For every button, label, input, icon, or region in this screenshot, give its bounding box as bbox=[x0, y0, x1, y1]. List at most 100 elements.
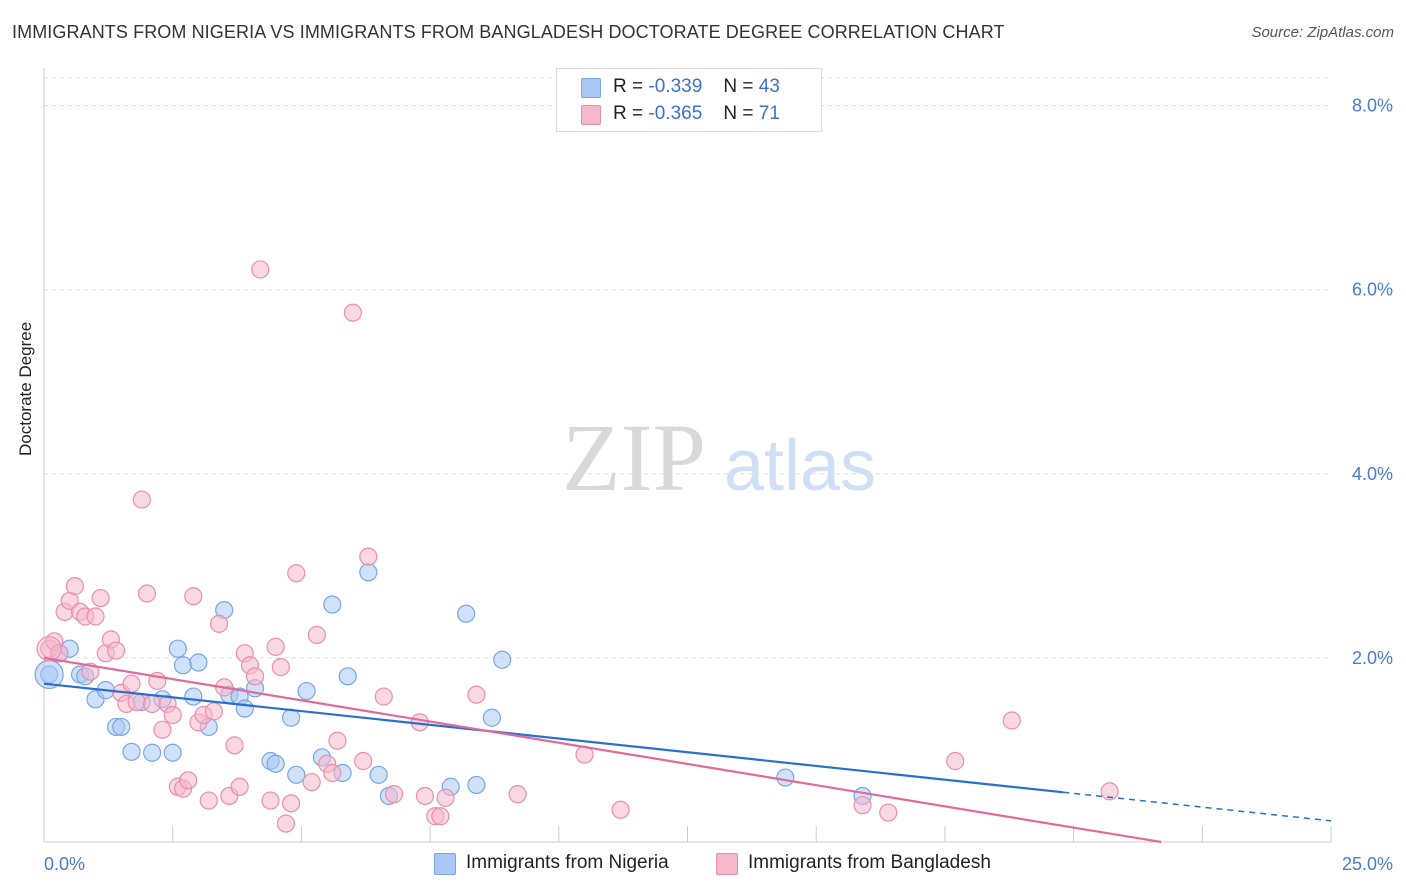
nigeria-trendline bbox=[43, 682, 1064, 794]
bangladesh-point bbox=[266, 637, 285, 656]
bangladesh-point bbox=[384, 785, 404, 804]
nigeria-point bbox=[282, 708, 301, 727]
nigeria-point bbox=[235, 699, 254, 718]
nigeria-n-value: 43 bbox=[758, 76, 780, 97]
bangladesh-point bbox=[1100, 782, 1119, 801]
bangladesh-point bbox=[853, 796, 872, 815]
bangladesh-point bbox=[328, 731, 347, 750]
nigeria-point bbox=[189, 653, 208, 672]
bangladesh-point bbox=[431, 807, 450, 826]
watermark-zip: ZIP bbox=[562, 404, 706, 511]
bangladesh-point bbox=[179, 771, 198, 790]
bangladesh-point bbox=[359, 547, 378, 566]
nigeria-point bbox=[457, 604, 476, 623]
bangladesh-point bbox=[106, 641, 126, 660]
bangladesh-point bbox=[307, 625, 326, 644]
nigeria-point bbox=[323, 595, 342, 614]
nigeria-point bbox=[143, 743, 162, 762]
bangladesh-point bbox=[287, 564, 306, 583]
bangladesh-point bbox=[153, 720, 172, 739]
nigeria-point bbox=[112, 717, 131, 737]
bottom-legend-bangladesh-label: Immigrants from Bangladesh bbox=[748, 852, 991, 873]
nigeria-r-value: -0.339 bbox=[648, 76, 703, 97]
bangladesh-swatch bbox=[716, 853, 738, 875]
bangladesh-r-value: -0.365 bbox=[648, 103, 703, 124]
y-axis-label: Doctorate Degree bbox=[16, 321, 35, 456]
bangladesh-point bbox=[132, 490, 151, 509]
legend-n-label: N = bbox=[723, 103, 754, 124]
bangladesh-point bbox=[122, 674, 141, 693]
x-tick-label: 0.0% bbox=[44, 854, 85, 874]
bangladesh-point bbox=[209, 614, 229, 633]
nigeria-point bbox=[359, 563, 378, 582]
bangladesh-point bbox=[508, 785, 527, 804]
legend-r-label: R = bbox=[613, 76, 644, 97]
points-layer bbox=[34, 260, 1119, 833]
bangladesh-point bbox=[374, 687, 393, 706]
nigeria-swatch bbox=[434, 853, 456, 875]
nigeria-point bbox=[297, 681, 316, 701]
bangladesh-point bbox=[251, 260, 270, 279]
bangladesh-point bbox=[81, 662, 100, 681]
bangladesh-point bbox=[261, 791, 280, 810]
bangladesh-point bbox=[143, 694, 162, 714]
bangladesh-point bbox=[879, 803, 898, 822]
watermark-atlas: atlas bbox=[724, 426, 876, 506]
grid-layer bbox=[44, 77, 1331, 659]
bangladesh-point bbox=[184, 587, 203, 606]
nigeria-point bbox=[482, 708, 501, 727]
legend-n-label: N = bbox=[723, 76, 754, 97]
bangladesh-point bbox=[282, 794, 301, 813]
nigeria-trendline-extension bbox=[1063, 791, 1332, 822]
nigeria-point bbox=[122, 742, 141, 761]
watermark: ZIP atlas bbox=[562, 404, 876, 511]
nigeria-point bbox=[184, 687, 203, 706]
bangladesh-trendline bbox=[43, 656, 1162, 844]
bangladesh-point bbox=[415, 786, 435, 806]
bangladesh-point bbox=[611, 800, 630, 819]
y-tick-label: 4.0% bbox=[1352, 464, 1393, 484]
nigeria-point bbox=[338, 667, 357, 686]
bangladesh-point bbox=[204, 702, 223, 721]
nigeria-point bbox=[287, 765, 306, 784]
bangladesh-point bbox=[225, 736, 244, 755]
bangladesh-point bbox=[946, 751, 965, 771]
chart-title: IMMIGRANTS FROM NIGERIA VS IMMIGRANTS FR… bbox=[12, 22, 1005, 42]
bangladesh-point bbox=[354, 751, 373, 771]
nigeria-point bbox=[266, 754, 285, 773]
nigeria-point bbox=[493, 650, 512, 669]
bangladesh-n-value: 71 bbox=[758, 103, 780, 124]
axis-layer bbox=[43, 68, 1332, 843]
nigeria-point bbox=[168, 639, 187, 658]
y-tick-label: 6.0% bbox=[1352, 280, 1393, 300]
bangladesh-point bbox=[36, 636, 62, 662]
x-tick-label: 25.0% bbox=[1342, 854, 1393, 874]
bangladesh-point bbox=[127, 692, 146, 712]
bangladesh-swatch bbox=[581, 105, 601, 125]
bangladesh-point bbox=[137, 584, 157, 603]
nigeria-swatch bbox=[581, 78, 601, 98]
bangladesh-point bbox=[467, 685, 486, 704]
nigeria-point bbox=[369, 765, 388, 784]
correlation-legend: R = -0.339 N = 43 R = -0.365 N = 71 bbox=[556, 68, 822, 132]
legend-r-label: R = bbox=[613, 103, 644, 124]
y-tick-label: 8.0% bbox=[1352, 96, 1393, 116]
nigeria-point bbox=[467, 775, 486, 795]
tick-label-layer: 2.0% 4.0% 6.0% 8.0% 0.0% 25.0% bbox=[44, 96, 1393, 874]
trend-layer bbox=[43, 656, 1332, 844]
bangladesh-point bbox=[323, 763, 342, 783]
bangladesh-point bbox=[436, 788, 455, 807]
legend-bangladesh-text: R = -0.365 N = 71 bbox=[613, 103, 780, 125]
bottom-legend-nigeria-label: Immigrants from Nigeria bbox=[466, 852, 669, 873]
legend-nigeria-text: R = -0.339 N = 43 bbox=[613, 76, 780, 98]
bangladesh-point bbox=[343, 303, 362, 322]
bangladesh-point bbox=[230, 777, 249, 796]
bangladesh-point bbox=[163, 705, 182, 725]
bangladesh-point bbox=[1002, 711, 1021, 730]
bangladesh-point bbox=[91, 588, 110, 608]
nigeria-point bbox=[163, 743, 182, 762]
bangladesh-point bbox=[302, 773, 321, 792]
bangladesh-point bbox=[271, 658, 290, 677]
bangladesh-point bbox=[245, 667, 265, 686]
